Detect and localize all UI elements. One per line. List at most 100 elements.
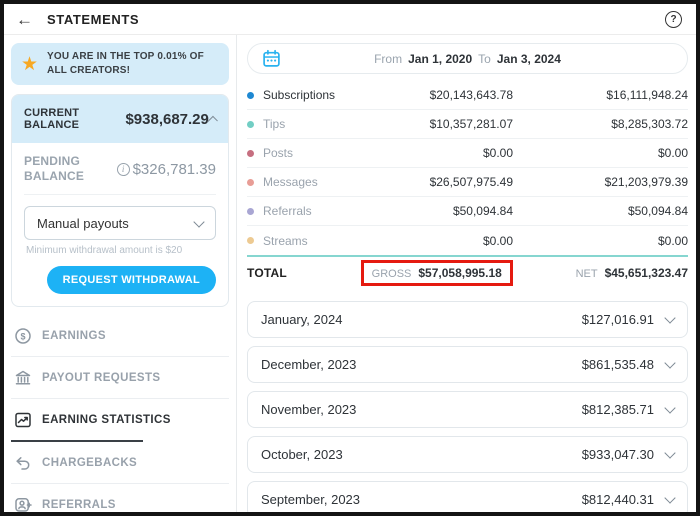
sidebar-item-earning-statistics[interactable]: EARNING STATISTICS — [11, 399, 229, 440]
month-amount: $812,440.31 — [581, 492, 654, 507]
sidebar-menu: $ EARNINGS PAYOUT REQUESTS — [11, 315, 229, 512]
sidebar-item-payout-requests[interactable]: PAYOUT REQUESTS — [11, 357, 229, 398]
row-label: Messages — [263, 175, 318, 189]
top-creator-banner: ★ YOU ARE IN THE TOP 0.01% OF ALL CREATO… — [11, 43, 229, 85]
payout-method-value: Manual payouts — [37, 215, 129, 231]
help-icon[interactable]: ? — [665, 10, 682, 28]
total-label: TOTAL — [247, 266, 287, 280]
current-balance-amount: $938,687.29 — [125, 110, 209, 128]
info-icon[interactable]: i — [116, 162, 130, 176]
chevron-down-icon — [664, 492, 676, 504]
table-row-streams: Streams $0.00 $0.00 — [247, 226, 688, 255]
gross-total-amount: $57,058,995.18 — [418, 266, 502, 280]
current-balance-header[interactable]: CURRENT BALANCE $938,687.29 — [12, 95, 228, 143]
dollar-circle-icon: $ — [15, 327, 31, 344]
table-row-subscriptions: Subscriptions $20,143,643.78 $16,111,948… — [247, 81, 688, 110]
month-label: October, 2023 — [261, 447, 343, 462]
earnings-breakdown-table: Subscriptions $20,143,643.78 $16,111,948… — [247, 81, 688, 289]
gross-amount: $0.00 — [482, 146, 513, 160]
to-label: To — [478, 51, 491, 66]
gross-amount: $26,507,975.49 — [429, 175, 513, 189]
sidebar-item-label: CHARGEBACKS — [42, 456, 138, 469]
calendar-icon — [263, 49, 280, 67]
month-label: November, 2023 — [261, 402, 357, 417]
net-amount: $0.00 — [657, 233, 688, 248]
sidebar-item-chargebacks[interactable]: CHARGEBACKS — [11, 442, 229, 483]
referrals-dot-icon — [247, 207, 254, 215]
back-arrow-icon[interactable]: ← — [16, 9, 33, 29]
table-row-referrals: Referrals $50,094.84 $50,094.84 — [247, 197, 688, 226]
undo-arrow-icon — [16, 456, 30, 470]
sidebar: ★ YOU ARE IN THE TOP 0.01% OF ALL CREATO… — [4, 35, 237, 512]
month-amount: $127,016.91 — [581, 312, 654, 327]
chevron-down-icon — [664, 402, 676, 414]
month-label: December, 2023 — [261, 357, 357, 372]
current-balance-card: CURRENT BALANCE $938,687.29 PENDING BALA… — [11, 94, 229, 307]
month-row-november-2023[interactable]: November, 2023 $812,385.71 — [247, 391, 688, 428]
month-label: September, 2023 — [261, 492, 361, 507]
sidebar-item-earnings[interactable]: $ EARNINGS — [11, 315, 229, 356]
chevron-down-icon — [193, 215, 205, 228]
row-label: Streams — [263, 233, 308, 248]
row-label: Tips — [263, 117, 286, 131]
chevron-down-icon — [664, 357, 676, 369]
sidebar-item-label: REFERRALS — [42, 498, 116, 511]
gross-amount: $50,094.84 — [452, 204, 513, 218]
chart-icon — [15, 412, 31, 427]
streams-dot-icon — [247, 237, 254, 244]
menu-divider — [11, 483, 229, 484]
page-title: STATEMENTS — [47, 11, 140, 27]
net-amount: $0.00 — [657, 146, 688, 160]
posts-dot-icon — [247, 149, 254, 157]
net-total-amount: $45,651,323.47 — [604, 266, 688, 280]
month-row-october-2023[interactable]: October, 2023 $933,047.30 — [247, 436, 688, 473]
star-icon: ★ — [21, 53, 39, 75]
row-label: Referrals — [263, 204, 312, 218]
gross-amount: $10,357,281.07 — [429, 117, 513, 131]
from-date-field[interactable]: Jan 1, 2020 — [408, 51, 473, 66]
net-amount: $8,285,303.72 — [611, 117, 688, 131]
row-label: Posts — [263, 146, 294, 160]
date-range-picker[interactable]: From Jan 1, 2020 To Jan 3, 2024 — [247, 43, 688, 74]
month-row-january-2024[interactable]: January, 2024 $127,016.91 — [247, 301, 688, 338]
chevron-down-icon — [664, 312, 676, 324]
month-row-december-2023[interactable]: December, 2023 $861,535.48 — [247, 346, 688, 383]
total-row: TOTAL GROSS $57,058,995.18 NET $45,651,3… — [247, 255, 688, 289]
sidebar-item-label: EARNINGS — [42, 329, 106, 342]
table-row-messages: Messages $26,507,975.49 $21,203,979.39 — [247, 168, 688, 197]
min-withdrawal-note: Minimum withdrawal amount is $20 — [26, 245, 183, 256]
sidebar-item-referrals[interactable]: REFERRALS — [11, 484, 229, 512]
request-withdrawal-button[interactable]: REQUEST WITHDRAWAL — [46, 266, 216, 294]
month-amount: $861,535.48 — [581, 357, 654, 372]
gross-amount: $0.00 — [482, 233, 513, 248]
bank-icon — [15, 370, 31, 385]
to-date-field[interactable]: Jan 3, 2024 — [496, 51, 561, 66]
net-amount: $21,203,979.39 — [604, 175, 688, 189]
subscriptions-dot-icon — [247, 91, 254, 99]
menu-divider — [11, 356, 229, 357]
pending-balance-row: PENDING BALANCE i $326,781.39 — [24, 154, 216, 195]
payout-method-select[interactable]: Manual payouts — [24, 206, 216, 240]
messages-dot-icon — [247, 178, 254, 186]
referral-user-icon — [15, 497, 32, 512]
statistics-panel: From Jan 1, 2020 To Jan 3, 2024 Subscrip… — [237, 35, 696, 512]
month-amount: $933,047.30 — [581, 447, 654, 462]
tips-dot-icon — [247, 120, 254, 128]
pending-balance-amount: $326,781.39 — [132, 160, 216, 178]
gross-label: GROSS — [371, 268, 412, 280]
row-label: Subscriptions — [263, 88, 336, 102]
gross-total-annotation-box: GROSS $57,058,995.18 — [360, 260, 513, 286]
current-balance-label: CURRENT BALANCE — [24, 107, 80, 131]
month-label: January, 2024 — [261, 312, 343, 327]
top-bar: ← STATEMENTS ? — [4, 4, 696, 35]
monthly-statements-list: January, 2024 $127,016.91 December, 2023… — [247, 301, 688, 512]
gross-amount: $20,143,643.78 — [429, 88, 513, 102]
from-label: From — [374, 51, 403, 66]
net-amount: $50,094.84 — [627, 204, 688, 218]
top-creator-text: YOU ARE IN THE TOP 0.01% OF ALL CREATORS… — [47, 51, 204, 76]
sidebar-item-label: PAYOUT REQUESTS — [42, 371, 161, 384]
pending-balance-label: PENDING BALANCE — [24, 154, 85, 183]
svg-text:$: $ — [20, 331, 25, 341]
month-row-september-2023[interactable]: September, 2023 $812,440.31 — [247, 481, 688, 512]
